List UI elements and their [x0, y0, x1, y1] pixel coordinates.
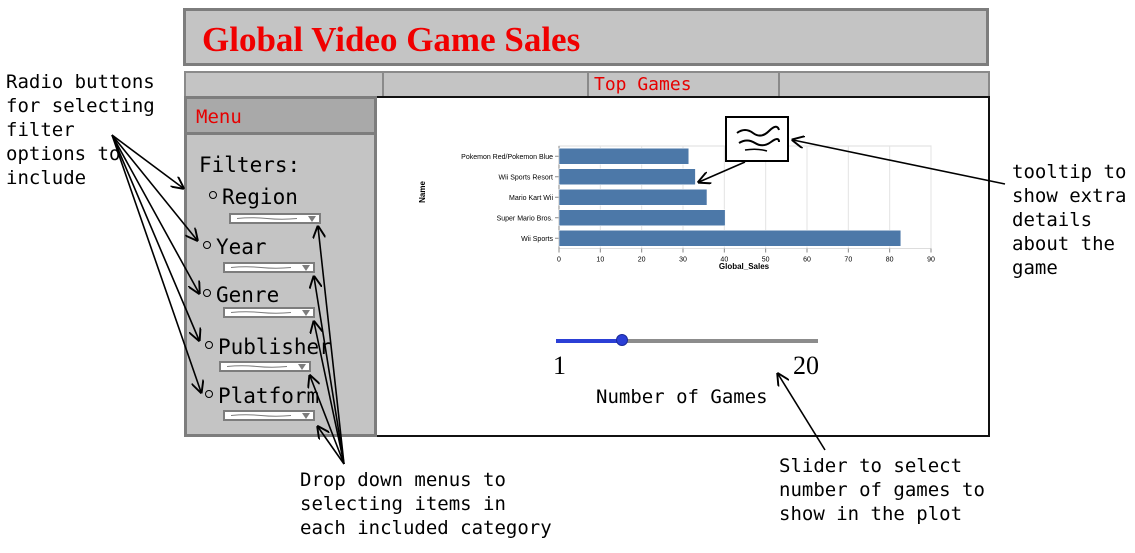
x-tick-label: 70	[844, 257, 852, 264]
radio-icon[interactable]	[205, 341, 213, 349]
tooltip-scribble	[736, 125, 780, 152]
bar[interactable]	[558, 209, 726, 226]
category-label: Super Mario Bros.	[497, 215, 553, 222]
x-axis-label: Global_Sales	[719, 262, 770, 271]
placeholder-squiggle	[227, 365, 287, 368]
filter-option-publisher[interactable]: Publisher	[205, 335, 332, 359]
filter-option-label: Year	[216, 235, 267, 259]
tooltip-box	[725, 116, 789, 162]
page-title: Global Video Game Sales	[202, 20, 581, 59]
year-dropdown[interactable]	[223, 262, 315, 273]
filter-option-label: Publisher	[218, 335, 332, 359]
category-label: Mario Kart Wii	[509, 195, 553, 202]
radio-icon[interactable]	[203, 241, 211, 249]
slider-fill	[556, 339, 622, 343]
bar[interactable]	[558, 168, 696, 185]
menu-header: Menu	[187, 99, 374, 135]
x-tick-label: 50	[762, 257, 770, 264]
x-tick-label: 60	[803, 257, 811, 264]
tab-divider	[382, 73, 384, 96]
bar[interactable]	[558, 230, 902, 247]
menu-label: Menu	[196, 106, 242, 128]
x-tick-label: 0	[557, 257, 561, 264]
chevron-down-icon	[302, 265, 310, 271]
chevron-down-icon	[302, 310, 310, 316]
x-tick-label: 90	[927, 257, 935, 264]
radio-icon[interactable]	[203, 289, 211, 297]
placeholder-squiggle	[231, 414, 291, 417]
region-dropdown[interactable]	[229, 213, 321, 224]
chart-category-labels: Pokemon Red/Pokemon Blue Wii Sports Resor…	[461, 154, 553, 243]
radio-buttons-annotation: Radio buttons for selecting filter optio…	[6, 71, 155, 189]
slider-min-label: 1	[553, 351, 566, 380]
slider-label: Number of Games	[596, 386, 768, 408]
tab-divider	[778, 73, 780, 96]
radio-icon[interactable]	[205, 390, 213, 398]
dropdown-annotation: Drop down menus to selecting items in ea…	[300, 469, 552, 539]
filter-option-label: Region	[222, 185, 298, 209]
genre-dropdown[interactable]	[223, 307, 315, 318]
x-tick-label: 30	[679, 257, 687, 264]
chevron-down-icon	[302, 413, 310, 419]
x-tick-label: 40	[720, 257, 728, 264]
placeholder-squiggle	[231, 311, 291, 314]
chevron-down-icon	[308, 216, 316, 222]
slider-track[interactable]	[556, 339, 818, 343]
category-label: Pokemon Red/Pokemon Blue	[461, 154, 553, 161]
slider-handle[interactable]	[615, 334, 628, 346]
x-tick-label: 80	[886, 257, 894, 264]
chart-tick-labels: 0 10 20 30 40 50 60 70 80 90	[557, 257, 935, 264]
category-label: Wii Sports	[521, 236, 553, 243]
filter-option-label: Genre	[216, 283, 280, 307]
filter-option-year[interactable]: Year	[203, 235, 267, 259]
radio-icon[interactable]	[209, 191, 217, 199]
tab-bar: Top Games	[184, 71, 990, 98]
slider-max-label: 20	[793, 351, 819, 380]
tab-divider	[587, 73, 589, 96]
filters-label: Filters:	[199, 153, 301, 177]
chart-bars	[558, 148, 902, 247]
platform-dropdown[interactable]	[223, 410, 315, 421]
y-axis-label: Name	[418, 181, 427, 203]
placeholder-squiggle	[237, 217, 297, 220]
slider-annotation: Slider to select number of games to show…	[779, 455, 985, 525]
placeholder-squiggle	[231, 266, 291, 269]
filter-option-genre[interactable]: Genre	[203, 283, 279, 307]
filter-option-platform[interactable]: Platform	[205, 384, 319, 408]
filter-option-region[interactable]: Region	[209, 185, 298, 209]
chevron-down-icon	[298, 364, 306, 370]
menu-panel: Menu Filters: Region Year Genre Publishe…	[184, 96, 377, 437]
title-bar: Global Video Game Sales	[183, 8, 989, 66]
filter-option-label: Platform	[218, 384, 320, 408]
tooltip-annotation: tooltip to show extra details about the …	[1012, 161, 1127, 279]
category-label: Wii Sports Resort	[499, 174, 554, 181]
publisher-dropdown[interactable]	[219, 361, 311, 372]
x-tick-label: 20	[638, 257, 646, 264]
bar-chart: Pokemon Red/Pokemon Blue Wii Sports Resor…	[418, 145, 935, 271]
tab-top-games[interactable]: Top Games	[594, 74, 692, 95]
bar[interactable]	[558, 189, 708, 206]
x-tick-label: 10	[596, 257, 604, 264]
bar[interactable]	[558, 148, 690, 165]
